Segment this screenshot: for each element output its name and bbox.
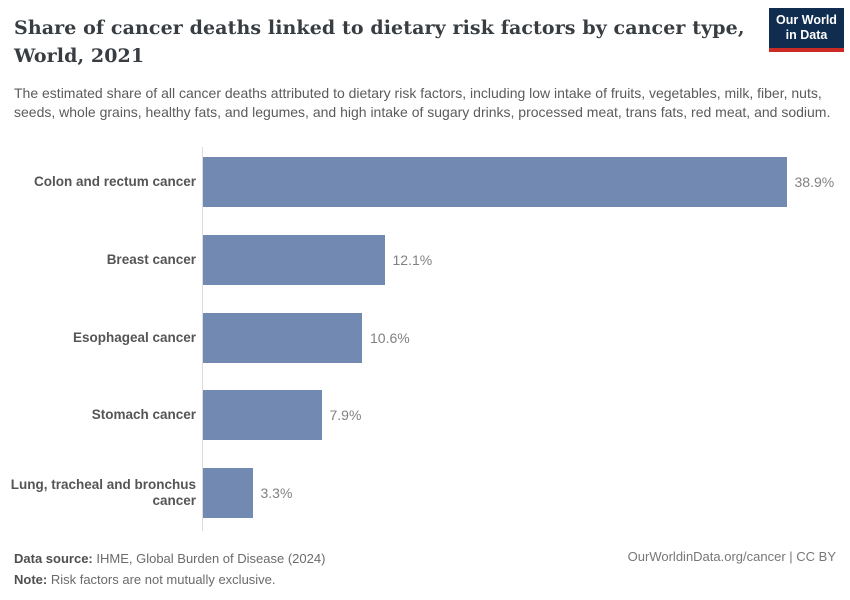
value-label: 7.9% xyxy=(329,407,362,424)
y-axis-line xyxy=(202,147,203,531)
bar xyxy=(203,390,322,441)
value-label: 38.9% xyxy=(794,174,835,190)
bar-chart: Colon and rectum cancer 38.9% Breast cance… xyxy=(0,147,850,531)
bar-row: Breast cancer 12.1% xyxy=(0,234,850,285)
owid-logo: Our World in Data xyxy=(769,8,844,52)
bar-row: Lung, tracheal and bronchus cancer 3.3% xyxy=(0,468,850,518)
chart-subtitle: The estimated share of all cancer deaths… xyxy=(14,85,831,120)
category-label: Lung, tracheal and bronchus cancer xyxy=(10,477,196,508)
chart-title-line1: Share of cancer deaths linked to dietary… xyxy=(14,17,745,39)
note-line: Note: Risk factors are not mutually excl… xyxy=(14,569,325,590)
bar-row: Stomach cancer 7.9% xyxy=(0,390,850,441)
data-source-line: Data source: IHME, Global Burden of Dise… xyxy=(14,548,325,569)
data-source-text: IHME, Global Burden of Disease (2024) xyxy=(92,551,326,566)
category-label: Esophageal cancer xyxy=(72,329,196,345)
chart-title-line2: World, 2021 xyxy=(14,45,145,67)
category-label: Breast cancer xyxy=(106,251,196,267)
category-label: Stomach cancer xyxy=(91,407,196,423)
bar-row: Colon and rectum cancer 38.9% xyxy=(0,157,850,207)
credit-text: OurWorldinData.org/cancer | CC BY xyxy=(627,549,836,564)
value-label: 10.6% xyxy=(370,329,410,346)
data-source-label: Data source: xyxy=(14,551,93,566)
value-label: 3.3% xyxy=(260,485,293,501)
bar xyxy=(203,234,385,285)
category-label: Colon and rectum cancer xyxy=(33,174,196,189)
bar-row: Esophageal cancer 10.6% xyxy=(0,312,850,363)
chart-title: Share of cancer deaths linked to dietary… xyxy=(14,14,745,70)
value-label: 12.1% xyxy=(392,251,433,268)
footer-source-note: Data source: IHME, Global Burden of Dise… xyxy=(14,548,325,590)
bar xyxy=(203,157,787,207)
note-text: Risk factors are not mutually exclusive. xyxy=(47,572,276,587)
bar xyxy=(203,468,253,518)
owid-logo-line2: in Data xyxy=(785,28,828,42)
owid-logo-line1: Our World xyxy=(776,13,837,27)
note-label: Note: xyxy=(14,572,48,587)
bar xyxy=(203,312,362,363)
